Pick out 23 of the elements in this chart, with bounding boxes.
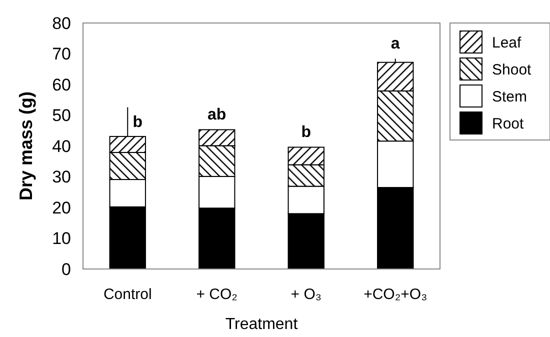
x-tick-label: + CO₂ — [196, 286, 238, 303]
x-tick-label: +CO₂+O₃ — [364, 286, 428, 303]
y-tick-label: 50 — [52, 106, 71, 126]
y-tick-label: 80 — [52, 14, 71, 33]
x-axis-title: Treatment — [225, 316, 298, 333]
y-tick-label: 40 — [52, 136, 71, 156]
y-axis-title: Dry mass (g) — [16, 91, 36, 201]
x-tick-label: Control — [103, 286, 152, 303]
annotation: b — [301, 124, 312, 141]
legend-label: Stem — [492, 88, 528, 106]
y-tick-label: 30 — [52, 168, 71, 187]
annotation: a — [390, 35, 400, 52]
x-tick-label: + O₃ — [290, 286, 322, 303]
y-tick-label: 20 — [52, 198, 71, 218]
y-tick-label: 70 — [52, 44, 71, 64]
y-tick-label: 60 — [52, 75, 71, 94]
legend-label: Root — [492, 115, 525, 132]
y-tick-label: 10 — [52, 229, 71, 248]
annotation: ab — [208, 106, 226, 124]
legend-label: Leaf — [492, 34, 522, 52]
annotation: b — [132, 114, 143, 131]
y-tick-label: 0 — [62, 260, 71, 279]
legend-label: Shoot — [492, 61, 532, 78]
